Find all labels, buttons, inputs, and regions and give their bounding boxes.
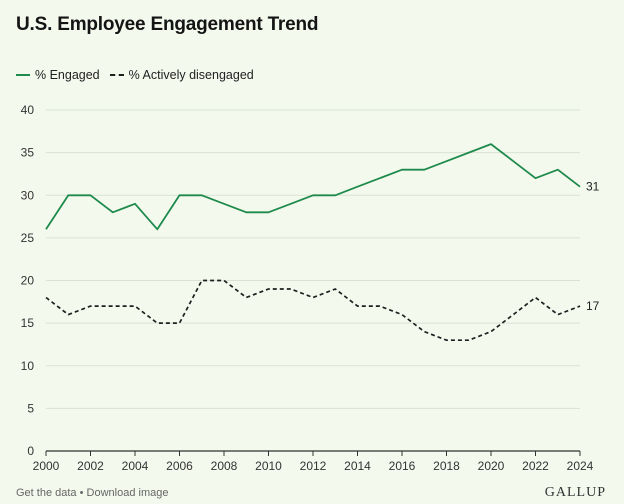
y-tick-label-30: 30: [21, 188, 35, 202]
x-tick-label-2014: 2014: [344, 459, 371, 473]
end-label-actively-disengaged: 17: [586, 299, 600, 313]
legend-label-disengaged: % Actively disengaged: [128, 68, 254, 82]
y-tick-label-35: 35: [21, 146, 35, 160]
legend-swatch-disengaged: [109, 74, 124, 76]
x-tick-label-2012: 2012: [300, 459, 327, 473]
legend-item-engaged: % Engaged: [16, 68, 100, 82]
gallup-logo: GALLUP: [544, 485, 606, 500]
y-tick-label-10: 10: [21, 359, 35, 373]
y-tick-label-15: 15: [21, 316, 35, 330]
y-tick-label-25: 25: [21, 231, 35, 245]
footer-separator: •: [79, 487, 84, 499]
legend: % Engaged % Actively disengaged: [16, 68, 264, 82]
legend-item-disengaged: % Actively disengaged: [109, 68, 254, 82]
x-tick-label-2002: 2002: [77, 459, 104, 473]
series-line-actively-disengaged: [45, 279, 581, 342]
x-tick-label-2006: 2006: [166, 459, 193, 473]
y-tick-label-20: 20: [21, 274, 35, 288]
legend-swatch-engaged: [16, 74, 30, 76]
line-chart: 0 5 10 15 20 25 30 35 40 2000 2002 2004 2006 2008 2010…: [21, 103, 600, 473]
x-tick-label-2008: 2008: [211, 459, 238, 473]
end-label-engaged: 31: [586, 180, 600, 194]
y-tick-label-0: 0: [27, 444, 34, 458]
chart-title: U.S. Employee Engagement Trend: [16, 14, 319, 35]
y-tick-label-5: 5: [27, 401, 34, 415]
legend-label-engaged: % Engaged: [35, 68, 100, 82]
x-tick-label-2024: 2024: [567, 459, 594, 473]
x-tick-label-2020: 2020: [478, 459, 505, 473]
x-tick-label-2018: 2018: [433, 459, 460, 473]
series-line-engaged: [45, 143, 581, 231]
y-tick-label-40: 40: [21, 103, 35, 117]
x-tick-label-2022: 2022: [522, 459, 549, 473]
x-tick-label-2016: 2016: [389, 459, 416, 473]
footer-links: Get the data • Download image: [16, 487, 168, 499]
x-tick-label-2004: 2004: [122, 459, 149, 473]
download-image-link[interactable]: Download image: [86, 487, 169, 499]
x-tick-label-2010: 2010: [255, 459, 282, 473]
get-data-link[interactable]: Get the data: [16, 487, 77, 499]
x-tick-label-2000: 2000: [33, 459, 60, 473]
